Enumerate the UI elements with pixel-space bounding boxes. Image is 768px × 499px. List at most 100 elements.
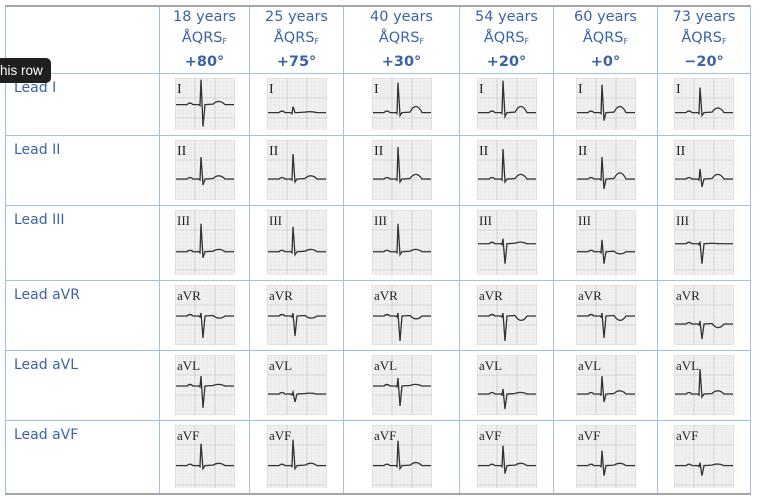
axis-value: +20°	[486, 54, 527, 70]
ecg-trace-image: III	[174, 210, 235, 275]
ecg-waveform	[675, 368, 733, 399]
ecg-cell: II	[159, 135, 250, 206]
ecg-cell: I	[657, 73, 751, 136]
ecg-cell: aVL	[553, 350, 658, 421]
column-header: 73 years ÅQRSF −20°	[657, 5, 751, 74]
ecg-cell: III	[657, 205, 751, 281]
ecg-waveform	[477, 388, 536, 410]
ecg-waveform	[576, 84, 635, 121]
trace-lead-label: aVL	[479, 358, 502, 373]
ecg-waveform	[477, 312, 536, 342]
ecg-cell: aVR	[249, 280, 344, 351]
ecg-waveform	[372, 440, 431, 471]
trace-lead-label: aVR	[676, 288, 700, 303]
ecg-trace-image: III	[371, 210, 432, 275]
trace-lead-label: III	[676, 213, 689, 228]
trace-lead-label: aVF	[676, 428, 698, 443]
age-label: 25 years	[265, 9, 328, 25]
ecg-trace-image: II	[371, 140, 432, 200]
ecg-waveform	[175, 223, 234, 258]
trace-lead-label: aVR	[578, 288, 602, 303]
ecg-trace-image: aVF	[266, 425, 327, 488]
ecg-trace-image: aVF	[476, 425, 537, 488]
column-header: 25 years ÅQRSF +75°	[249, 5, 344, 74]
ecg-cell: aVR	[343, 280, 460, 351]
ecg-waveform	[477, 238, 536, 264]
trace-lead-label: II	[374, 144, 384, 159]
lead-row: Lead aVR aVR aVR aVR aVR aVR aVR	[5, 280, 751, 351]
ecg-trace-image: III	[575, 210, 636, 275]
ecg-waveform	[267, 389, 326, 403]
ecg-cell: aVL	[459, 350, 554, 421]
axis-value: −20°	[684, 54, 724, 70]
lead-label: Lead II	[5, 135, 160, 206]
lead-row: Lead III III III III III III III	[5, 205, 751, 281]
ecg-cell: aVF	[459, 420, 554, 494]
ecg-cell: aVR	[459, 280, 554, 351]
axis-label: ÅQRSF	[681, 30, 727, 46]
ecg-waveform	[267, 439, 326, 471]
ecg-trace-image: aVR	[266, 285, 327, 345]
column-header: 54 years ÅQRSF +20°	[459, 5, 554, 74]
ecg-waveform	[576, 375, 635, 403]
trace-lead-label: II	[177, 144, 187, 159]
ecg-cell: aVR	[553, 280, 658, 351]
ecg-waveform	[675, 241, 733, 264]
lead-label: Lead aVF	[5, 420, 160, 494]
trace-lead-label: I	[676, 82, 681, 97]
ecg-waveform	[267, 226, 326, 257]
ecg-trace-image: III	[476, 210, 537, 275]
axis-label: ÅQRSF	[483, 30, 530, 46]
ecg-waveform	[477, 148, 536, 184]
ecg-trace-image: aVL	[174, 355, 235, 415]
ecg-waveform	[576, 312, 635, 339]
ecg-trace-image: III	[266, 210, 327, 275]
trace-lead-label: aVL	[578, 358, 601, 373]
axis-label: ÅQRSF	[378, 30, 425, 46]
ecg-waveform	[576, 156, 635, 190]
ecg-cell: II	[343, 135, 460, 206]
ecg-axis-table: 18 years ÅQRSF +80° 25 years ÅQRSF +75° 40…	[5, 5, 751, 495]
column-header: 60 years ÅQRSF +0°	[553, 5, 658, 74]
trace-lead-label: aVL	[177, 358, 200, 373]
ecg-trace-image: aVR	[476, 285, 537, 345]
ecg-trace-image: aVR	[174, 285, 235, 345]
ecg-trace-image: II	[575, 140, 636, 200]
ecg-cell: aVF	[159, 420, 250, 494]
ecg-trace-image: aVR	[371, 285, 432, 345]
trace-lead-label: III	[177, 213, 190, 228]
trace-lead-label: III	[374, 213, 387, 228]
trace-lead-label: aVR	[374, 288, 398, 303]
trace-lead-label: aVL	[676, 358, 699, 373]
ecg-waveform	[175, 443, 234, 471]
axis-label: ÅQRSF	[273, 30, 320, 46]
ecg-trace-image: aVL	[575, 355, 636, 415]
age-label: 60 years	[574, 9, 637, 25]
trace-lead-label: III	[578, 213, 591, 228]
ecg-waveform	[477, 80, 536, 120]
ecg-waveform	[175, 375, 234, 409]
ecg-trace-image: aVF	[575, 425, 636, 488]
ecg-waveform	[576, 239, 635, 264]
ecg-waveform	[175, 156, 234, 186]
ecg-cell: II	[459, 135, 554, 206]
ecg-cell: III	[459, 205, 554, 281]
ecg-cell: aVL	[657, 350, 751, 421]
ecg-waveform	[372, 146, 431, 184]
trace-lead-label: aVF	[177, 428, 199, 443]
ecg-cell: II	[249, 135, 344, 206]
ecg-trace-image: aVR	[575, 285, 636, 345]
trace-lead-label: II	[269, 144, 279, 159]
ecg-cell: I	[553, 73, 658, 136]
trace-lead-label: I	[374, 82, 379, 97]
ecg-waveform	[675, 168, 733, 188]
ecg-waveform	[372, 223, 431, 257]
ecg-trace-image: aVF	[174, 425, 235, 488]
trace-lead-label: aVF	[479, 428, 501, 443]
ecg-trace-image: III	[674, 210, 734, 275]
trace-lead-label: I	[269, 82, 274, 97]
header-row: 18 years ÅQRSF +80° 25 years ÅQRSF +75° 40…	[5, 5, 751, 74]
ecg-waveform	[675, 87, 733, 118]
ecg-trace-image: aVL	[674, 355, 734, 415]
